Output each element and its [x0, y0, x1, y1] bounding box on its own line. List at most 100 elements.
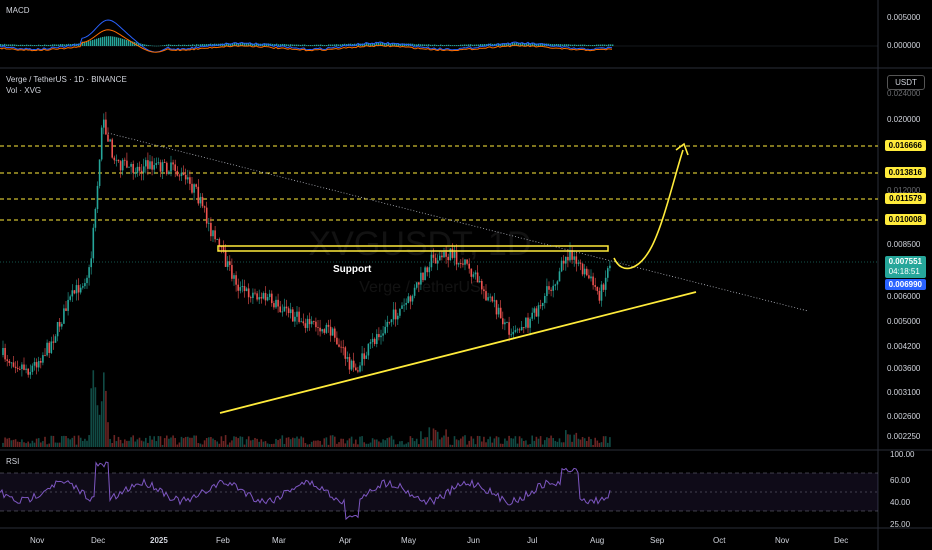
macd-hist-bar — [36, 45, 38, 46]
macd-hist-bar — [520, 43, 522, 46]
macd-hist-bar — [154, 45, 156, 47]
volume-bar — [77, 435, 80, 447]
macd-hist-bar — [180, 45, 182, 46]
volume-bar — [2, 442, 4, 447]
macd-hist-bar — [326, 44, 328, 46]
macd-hist-bar — [14, 44, 16, 46]
volume-bar — [592, 444, 594, 447]
candle-body — [504, 322, 506, 325]
macd-hist-bar — [82, 41, 84, 46]
candle-body — [439, 255, 441, 261]
macd-hist-bar — [234, 43, 236, 46]
candle-body — [592, 276, 594, 286]
volume-bar — [472, 438, 475, 447]
candle-body — [569, 250, 571, 261]
macd-hist-bar — [532, 43, 534, 46]
candle-body — [92, 227, 95, 259]
macd-hist-bar — [98, 38, 100, 46]
volume-bar — [495, 436, 498, 447]
macd-hist-bar — [344, 43, 346, 46]
volume-bar — [388, 437, 391, 447]
volume-bar — [588, 436, 590, 447]
candle-body — [292, 309, 294, 322]
macd-hist-bar — [388, 42, 390, 46]
candle-body — [529, 318, 531, 328]
currency-button[interactable]: USDT — [887, 75, 925, 90]
volume-bar — [415, 438, 418, 447]
time-axis-label: Jul — [527, 536, 538, 545]
volume-bar — [348, 438, 351, 447]
volume-bar — [380, 442, 382, 447]
price-axis-label: 0.024000 — [887, 89, 921, 98]
volume-bar — [445, 429, 447, 447]
macd-hist-bar — [394, 43, 396, 46]
candle-body — [157, 162, 160, 164]
macd-hist-bar — [6, 44, 8, 46]
candle-body — [63, 308, 65, 324]
volume-bar — [451, 444, 454, 447]
volume-bar — [562, 442, 565, 447]
candle-body — [254, 292, 256, 294]
macd-signal-line — [0, 29, 613, 53]
macd-hist-bar — [176, 45, 178, 46]
candle-body — [260, 297, 263, 299]
candle-body — [436, 260, 439, 264]
candle-body — [474, 272, 477, 275]
candle-body — [363, 353, 365, 359]
candle-body — [344, 347, 347, 359]
volume-bar — [474, 444, 477, 447]
volume-bar — [300, 436, 302, 447]
macd-hist-bar — [148, 45, 150, 46]
macd-hist-bar — [346, 44, 348, 46]
volume-bar — [130, 437, 132, 447]
macd-hist-bar — [194, 44, 196, 46]
candle-body — [315, 321, 317, 328]
volume-bar — [533, 440, 536, 447]
candle-body — [520, 326, 523, 331]
macd-hist-bar — [310, 45, 312, 46]
macd-hist-bar — [172, 44, 174, 46]
volume-bar — [277, 440, 279, 447]
volume-bar — [176, 444, 179, 447]
macd-hist-bar — [120, 38, 122, 46]
candle-body — [550, 289, 552, 291]
macd-hist-bar — [170, 44, 172, 46]
candle-body — [79, 287, 82, 293]
macd-hist-bar — [450, 45, 452, 46]
volume-bar — [355, 439, 357, 447]
volume-bar — [491, 442, 494, 447]
volume-bar — [226, 444, 229, 447]
time-axis-label: May — [401, 536, 417, 545]
macd-hist-bar — [468, 44, 470, 46]
macd-hist-bar — [28, 44, 30, 46]
candle-body — [16, 367, 19, 369]
volume-bar — [537, 438, 540, 447]
macd-hist-bar — [340, 44, 342, 46]
volume-bar — [189, 437, 191, 447]
volume-bar — [208, 437, 210, 447]
macd-hist-bar — [476, 44, 478, 46]
macd-hist-bar — [236, 43, 238, 46]
volume-bar — [560, 442, 563, 447]
candle-body — [224, 250, 227, 267]
macd-hist-bar — [34, 45, 36, 46]
candle-body — [128, 166, 130, 168]
volume-bar — [371, 438, 374, 447]
candle-body — [453, 251, 456, 258]
candle-body — [447, 256, 449, 261]
candle-body — [518, 329, 521, 331]
macd-hist-bar — [246, 43, 248, 46]
candle-body — [502, 318, 504, 325]
macd-hist-bar — [418, 43, 420, 46]
volume-bar — [88, 435, 90, 447]
macd-hist-bar — [392, 43, 394, 46]
candle-body — [355, 367, 357, 371]
macd-hist-bar — [328, 44, 330, 46]
volume-bar — [107, 422, 109, 447]
candle-body — [386, 321, 389, 327]
candle-body — [124, 159, 126, 161]
macd-hist-bar — [212, 44, 214, 46]
candle-body — [460, 263, 462, 265]
volume-bar — [163, 438, 166, 447]
